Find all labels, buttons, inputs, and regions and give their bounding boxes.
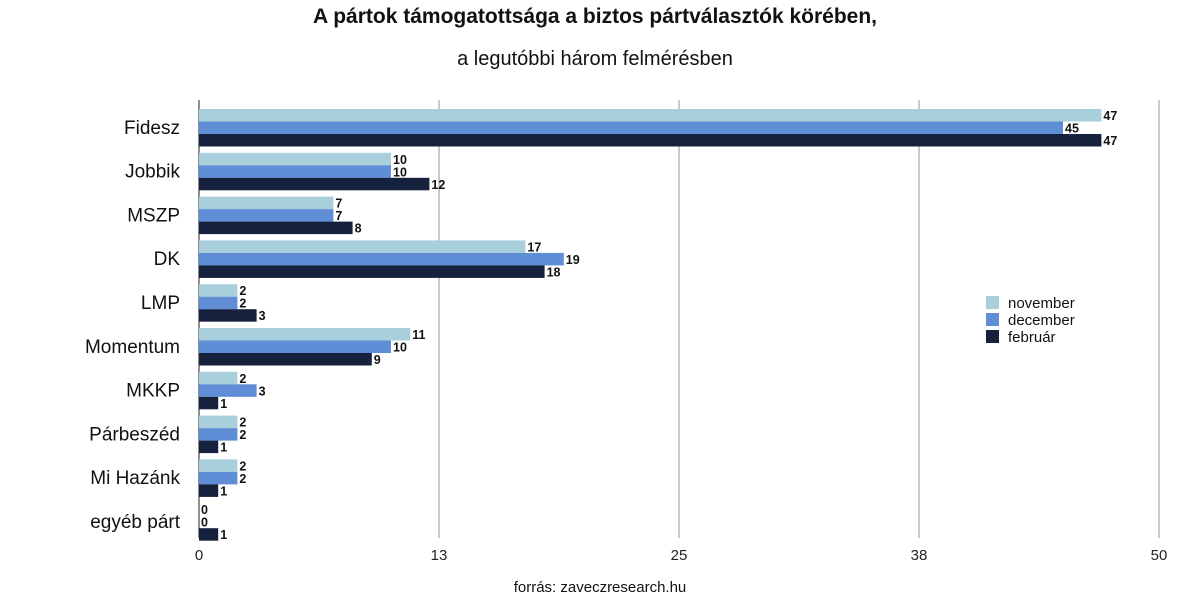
bar-november (199, 459, 238, 472)
data-label: 1 (220, 441, 227, 455)
bar-december (199, 209, 334, 222)
category-label: egyéb párt (90, 512, 181, 533)
data-label: 47 (1103, 109, 1117, 123)
data-label: 7 (335, 197, 342, 211)
data-label: 9 (374, 353, 381, 367)
data-label: 2 (239, 416, 246, 430)
data-label: 8 (355, 222, 362, 236)
bar-november (199, 328, 411, 341)
category-label: Jobbik (125, 162, 180, 183)
bar-december (199, 121, 1063, 134)
data-label: 10 (393, 165, 407, 179)
data-label: 1 (220, 528, 227, 542)
data-label: 10 (393, 153, 407, 167)
data-label: 45 (1065, 122, 1079, 136)
bar-november (199, 196, 334, 210)
bar-december (199, 165, 391, 178)
bar-február (199, 396, 219, 410)
data-label: 1 (220, 397, 227, 411)
bar-február (199, 309, 257, 322)
bar-november (199, 371, 238, 385)
data-label: 1 (220, 484, 227, 498)
x-tick-label: 13 (431, 547, 448, 564)
category-label: Mi Hazánk (90, 468, 180, 489)
x-tick-label: 38 (911, 547, 928, 564)
data-label: 2 (239, 284, 246, 298)
category-label: Fidesz (124, 118, 180, 139)
data-label: 2 (239, 472, 246, 486)
bar-február (199, 134, 1102, 147)
bar-február (199, 177, 430, 191)
x-tick-label: 0 (195, 547, 203, 564)
data-label: 2 (239, 372, 246, 386)
category-label: DK (154, 249, 181, 270)
bar-november (199, 152, 391, 166)
bar-február (199, 221, 353, 235)
data-label: 0 (201, 516, 208, 530)
data-label: 2 (239, 297, 246, 311)
legend-label: február (1008, 329, 1056, 346)
bar-február (199, 353, 372, 366)
data-label: 0 (201, 503, 208, 517)
data-label: 18 (547, 265, 561, 279)
chart-subtitle: a legutóbbi három felmérésben (457, 48, 733, 70)
bar-november (199, 109, 1102, 122)
legend-swatch-február (986, 330, 999, 343)
data-label: 10 (393, 341, 407, 355)
category-label: Párbeszéd (89, 424, 180, 445)
data-label: 17 (527, 240, 541, 254)
bar-december (199, 296, 238, 310)
chart-title: A pártok támogatottsága a biztos pártvál… (312, 5, 878, 28)
bar-február (199, 484, 219, 497)
x-tick-label: 50 (1151, 547, 1168, 564)
data-label: 3 (259, 309, 266, 323)
category-label: Momentum (85, 337, 180, 358)
data-label: 3 (259, 384, 266, 398)
data-label: 47 (1103, 134, 1117, 148)
data-label: 11 (412, 328, 425, 342)
bar-december (199, 252, 564, 266)
bar-december (199, 471, 238, 485)
bar-február (199, 440, 219, 454)
data-label: 12 (431, 178, 445, 192)
legend-swatch-november (986, 296, 999, 309)
legend-label: december (1008, 312, 1075, 329)
bar-február (199, 528, 219, 541)
category-label: LMP (141, 293, 180, 314)
source-note: forrás: zaveczresearch.hu (513, 579, 687, 596)
bar-december (199, 428, 238, 441)
bar-december (199, 340, 391, 353)
bar-november (199, 284, 238, 297)
category-label: MSZP (127, 205, 180, 226)
bar-február (199, 265, 545, 278)
bar-december (199, 384, 257, 397)
legend-swatch-december (986, 313, 999, 326)
x-tick-label: 25 (671, 547, 688, 564)
bar-november (199, 415, 238, 429)
category-label: MKKP (126, 381, 180, 402)
data-label: 2 (239, 428, 246, 442)
legend-label: november (1008, 295, 1075, 312)
bar-november (199, 240, 526, 253)
data-label: 2 (239, 459, 246, 473)
data-label: 7 (335, 209, 342, 223)
data-label: 19 (566, 253, 580, 267)
